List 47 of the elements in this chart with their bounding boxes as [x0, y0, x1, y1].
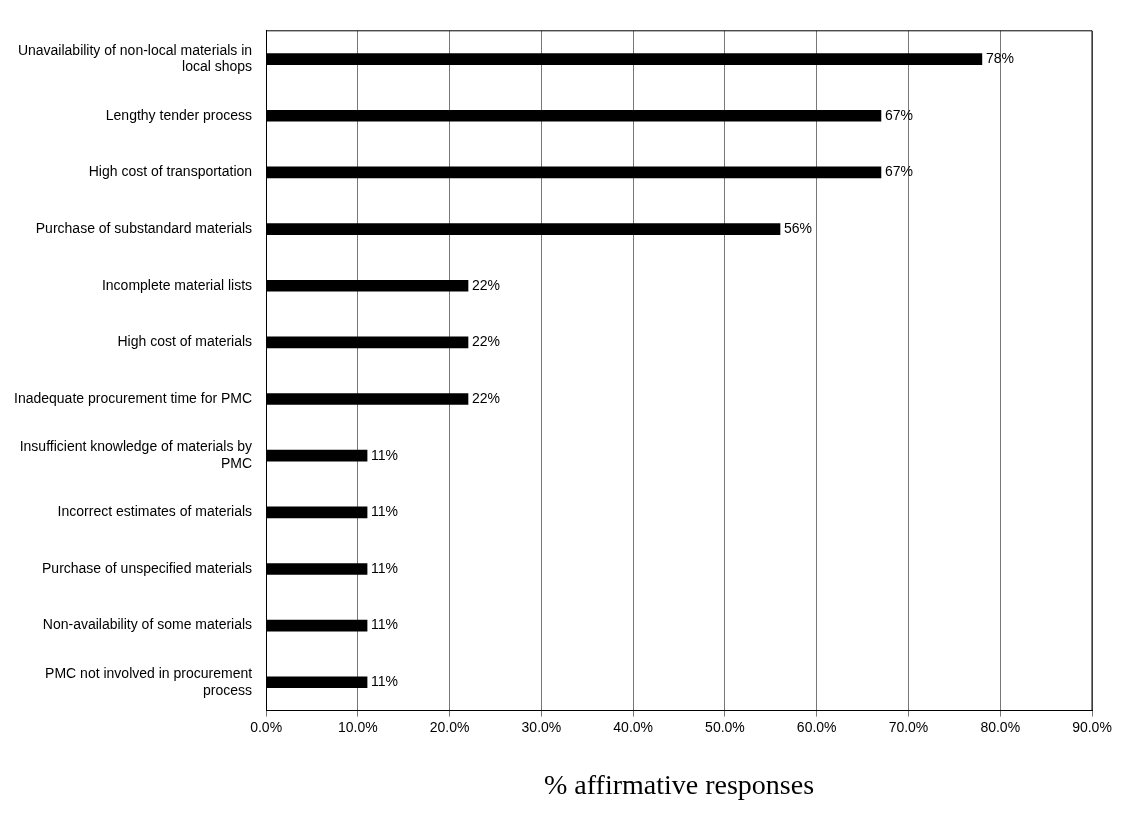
data-label: 22%: [472, 276, 501, 293]
y-tick-label: High cost of transportation: [88, 163, 253, 180]
y-tick-label: Lengthy tender process: [105, 106, 253, 123]
x-tick-label: 40.0%: [613, 718, 654, 735]
x-tick-label: 50.0%: [705, 718, 745, 735]
data-label: 22%: [472, 389, 501, 406]
bar: [266, 563, 368, 575]
bar: [266, 676, 368, 689]
y-tick-label: Unavailability of non-local materials in local shops: [17, 41, 253, 75]
bar: [266, 166, 882, 179]
data-label: 11%: [371, 673, 399, 690]
x-tick-label: 70.0%: [888, 718, 929, 735]
bar: [266, 393, 469, 405]
bar: [266, 53, 983, 65]
x-tick-label: 10.0%: [338, 718, 378, 735]
data-label: 11%: [371, 446, 399, 463]
y-tick-label: Incorrect estimates of materials: [57, 503, 253, 520]
y-tick-label: Incomplete material lists: [101, 276, 253, 293]
x-tick-label: 60.0%: [796, 718, 837, 735]
data-label: 78%: [985, 49, 1014, 66]
x-axis-title: % affirmative responses: [544, 768, 815, 800]
data-label: 67%: [884, 163, 913, 180]
x-tick-label: 80.0%: [980, 718, 1021, 735]
data-label: 11%: [371, 559, 399, 576]
y-tick-label: Non-availability of some materials: [42, 616, 253, 633]
bar: [266, 449, 368, 462]
x-tick-label: 0.0%: [250, 718, 283, 735]
bar: [266, 279, 469, 292]
y-tick-label: Purchase of unspecified materials: [42, 559, 253, 576]
y-tick-label: Inadequate procurement time for PMC: [13, 389, 253, 406]
bar: [266, 223, 781, 235]
y-tick-label: High cost of materials: [117, 333, 253, 350]
data-label: 11%: [371, 503, 399, 520]
y-tick-label: Purchase of substandard materials: [35, 219, 253, 236]
bar: [266, 506, 368, 519]
data-label: 22%: [472, 333, 501, 350]
data-label: 56%: [784, 219, 813, 236]
data-label: 11%: [371, 616, 399, 633]
data-label: 67%: [884, 106, 913, 123]
bar: [266, 336, 469, 349]
bar: [266, 109, 882, 122]
x-tick-label: 20.0%: [429, 718, 470, 735]
y-tick-label: PMC not involved in procurement process: [45, 664, 253, 698]
y-tick-label: Insufficient knowledge of materials by PMC: [19, 438, 253, 471]
x-tick-label: 90.0%: [1072, 718, 1112, 735]
x-tick-label: 30.0%: [521, 718, 562, 735]
bar: [266, 619, 368, 632]
